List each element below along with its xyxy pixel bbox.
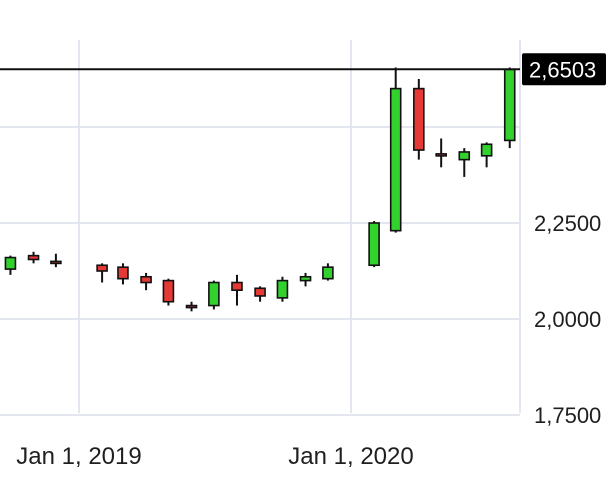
candle: [50, 253, 62, 268]
candles: [4, 67, 516, 312]
candle-body-up: [299, 275, 312, 282]
candle: [368, 221, 380, 268]
candle-body-up: [389, 87, 402, 232]
candle: [435, 138, 447, 168]
grid: [0, 40, 521, 416]
candle: [185, 301, 198, 312]
y-tick-label: 2,2500: [534, 211, 601, 236]
x-tick-label: Jan 1, 2020: [288, 443, 413, 470]
candle: [389, 67, 402, 233]
candle-body-up: [322, 266, 334, 280]
candle: [413, 79, 425, 160]
x-tick-label: Jan 1, 2019: [16, 443, 141, 470]
candle-body-up: [458, 151, 471, 161]
candle-body-down: [413, 87, 425, 151]
candle: [480, 142, 493, 168]
candle: [503, 67, 516, 149]
y-tick-label: 1,7500: [534, 403, 601, 428]
candle-body-down: [185, 304, 198, 309]
candle-body-up: [480, 143, 493, 157]
candle-body-down: [162, 279, 175, 303]
candle: [322, 263, 334, 281]
candle-body-down: [27, 254, 40, 261]
candle-body-down: [435, 153, 447, 157]
candle: [299, 272, 312, 287]
candle: [27, 251, 40, 264]
last-price-badge: [522, 53, 606, 86]
candle: [140, 272, 152, 291]
candle: [4, 255, 17, 275]
candle: [458, 148, 471, 177]
candle-body-down: [96, 264, 108, 272]
candle-body-down: [140, 275, 152, 284]
candle: [231, 274, 243, 306]
candle-body-down: [231, 281, 243, 291]
candle: [208, 280, 220, 310]
candle-body-up: [503, 68, 516, 142]
candle-body-up: [208, 281, 220, 307]
candle-body-down: [50, 260, 62, 265]
last-price-label: 2,6503: [529, 57, 596, 82]
axis-labels: 1,7500 2,0000 2,2500 Jan 1, 2019 Jan 1, 2020: [16, 211, 601, 470]
candle-body-up: [276, 279, 289, 299]
last-price-marker: 2,6503: [0, 53, 606, 86]
candle: [276, 276, 289, 302]
candle-body-up: [4, 256, 17, 270]
candle-body-down: [254, 287, 266, 297]
candle: [254, 286, 266, 302]
candle-body-down: [117, 266, 129, 280]
candle: [96, 263, 108, 283]
y-tick-label: 2,0000: [534, 307, 601, 332]
candle: [162, 278, 175, 306]
candle-body-up: [368, 222, 380, 267]
candle: [117, 263, 129, 285]
